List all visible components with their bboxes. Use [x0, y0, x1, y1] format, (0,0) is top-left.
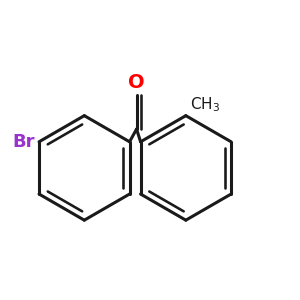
Text: O: O [128, 73, 145, 92]
Text: Br: Br [12, 133, 34, 151]
Text: CH$_3$: CH$_3$ [190, 95, 220, 114]
